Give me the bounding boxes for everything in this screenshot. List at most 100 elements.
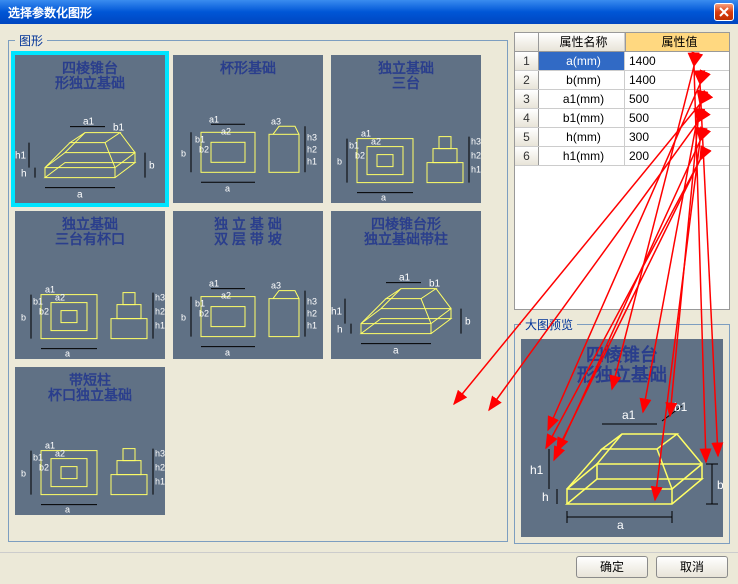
svg-text:形独立基础: 形独立基础 <box>577 364 667 385</box>
table-row[interactable]: 2 b(mm) 1400 <box>515 71 729 90</box>
close-icon <box>719 7 729 17</box>
shape-thumb[interactable]: 四棱锥台形 独立基础带柱 ab hh1 a1b1 <box>331 211 481 359</box>
row-index: 3 <box>515 90 539 108</box>
svg-text:a1: a1 <box>83 116 95 127</box>
shape-thumb[interactable]: 独 立 基 础 双 层 带 坡 ab a1a2 b1b2 a3 h3h2h1 <box>173 211 323 359</box>
svg-text:a2: a2 <box>371 136 381 146</box>
svg-text:a2: a2 <box>55 292 65 302</box>
shape-thumb[interactable]: 杯形基础 ab a1a2 b1b2 a3 h3h2h1 <box>173 55 323 203</box>
svg-text:a1: a1 <box>45 284 55 294</box>
svg-text:h1: h1 <box>331 306 343 317</box>
svg-text:h1: h1 <box>155 476 165 486</box>
footer: 确定 取消 <box>0 552 738 580</box>
svg-text:h: h <box>21 168 27 179</box>
shape-thumb[interactable]: 四棱锥台 形独立基础 ab hh1 a1b1 <box>15 55 165 203</box>
thumb-title: 杯形基础 <box>220 61 276 76</box>
svg-text:h3: h3 <box>155 448 165 458</box>
svg-text:a: a <box>381 192 386 202</box>
svg-text:a1: a1 <box>209 115 219 125</box>
svg-text:h2: h2 <box>155 462 165 472</box>
svg-text:b1: b1 <box>429 278 441 289</box>
prop-value[interactable]: 500 <box>625 90 729 108</box>
svg-text:b1: b1 <box>33 296 43 306</box>
close-button[interactable] <box>714 3 734 21</box>
thumb-title: 四棱锥台形 独立基础带柱 <box>364 217 448 248</box>
cancel-button[interactable]: 取消 <box>656 556 728 578</box>
svg-text:b2: b2 <box>355 150 365 160</box>
table-row[interactable]: 5 h(mm) 300 <box>515 128 729 147</box>
svg-text:a2: a2 <box>221 127 231 137</box>
svg-text:b: b <box>181 312 186 322</box>
preview-box: 四棱锥台 形独立基础 <box>521 339 723 537</box>
prop-value[interactable]: 1400 <box>625 71 729 89</box>
window-title: 选择参数化图形 <box>4 4 714 21</box>
svg-text:a1: a1 <box>399 272 411 283</box>
svg-text:b1: b1 <box>113 122 125 133</box>
svg-text:a1: a1 <box>45 440 55 450</box>
table-row[interactable]: 1 a(mm) 1400 <box>515 52 729 71</box>
svg-text:h1: h1 <box>471 164 481 174</box>
preview-svg: 四棱锥台 形独立基础 <box>521 339 723 537</box>
svg-text:a1: a1 <box>209 278 219 288</box>
prop-name: a(mm) <box>539 52 625 70</box>
shapes-legend: 图形 <box>15 32 47 49</box>
prop-value[interactable]: 500 <box>625 109 729 127</box>
table-header: 属性名称 属性值 <box>515 33 729 52</box>
thumb-title: 独 立 基 础 双 层 带 坡 <box>214 217 282 248</box>
preview-fieldset: 大图预览 四棱锥台 形独立基础 <box>514 316 730 544</box>
prop-name: a1(mm) <box>539 90 625 108</box>
row-index: 1 <box>515 52 539 70</box>
svg-text:a2: a2 <box>55 448 65 458</box>
title-bar: 选择参数化图形 <box>0 0 738 24</box>
svg-text:h1: h1 <box>155 320 165 330</box>
svg-text:a: a <box>225 184 230 194</box>
svg-text:b2: b2 <box>199 308 209 318</box>
prop-value[interactable]: 200 <box>625 147 729 165</box>
svg-text:b: b <box>181 149 186 159</box>
svg-text:a1: a1 <box>622 408 636 422</box>
svg-text:a2: a2 <box>221 290 231 300</box>
svg-text:b1: b1 <box>195 298 205 308</box>
prop-name: b(mm) <box>539 71 625 89</box>
prop-value[interactable]: 1400 <box>625 52 729 70</box>
svg-text:h2: h2 <box>307 145 317 155</box>
svg-text:h1: h1 <box>307 320 317 330</box>
svg-text:a: a <box>77 189 83 200</box>
svg-text:h2: h2 <box>307 308 317 318</box>
col-header-value: 属性值 <box>625 33 729 51</box>
svg-text:b2: b2 <box>39 462 49 472</box>
shape-thumb[interactable]: 独立基础 三台有杯口 ab a1a2 b1b2 h3h2h1 <box>15 211 165 359</box>
prop-value[interactable]: 300 <box>625 128 729 146</box>
svg-text:a: a <box>65 348 70 358</box>
prop-name: b1(mm) <box>539 109 625 127</box>
svg-text:h1: h1 <box>15 150 27 161</box>
svg-text:h3: h3 <box>307 296 317 306</box>
svg-text:b: b <box>337 156 342 166</box>
ok-button[interactable]: 确定 <box>576 556 648 578</box>
shape-thumb[interactable]: 独立基础 三台 ab a1a2 b1b2 h3h2h1 <box>331 55 481 203</box>
table-row[interactable]: 6 h1(mm) 200 <box>515 147 729 166</box>
svg-text:b2: b2 <box>39 306 49 316</box>
svg-text:h3: h3 <box>307 133 317 143</box>
row-index: 5 <box>515 128 539 146</box>
svg-text:h2: h2 <box>471 150 481 160</box>
svg-text:a: a <box>65 504 70 514</box>
svg-text:a: a <box>393 345 399 356</box>
svg-text:a3: a3 <box>271 117 281 127</box>
property-table: 属性名称 属性值 1 a(mm) 1400 2 b(mm) 1400 3 a1(… <box>514 32 730 310</box>
table-row[interactable]: 4 b1(mm) 500 <box>515 109 729 128</box>
shapes-fieldset: 图形 四棱锥台 形独立基础 ab hh1 a1b1 杯形基础 <box>8 32 508 542</box>
svg-text:h2: h2 <box>155 306 165 316</box>
svg-text:b: b <box>465 316 471 327</box>
prop-name: h1(mm) <box>539 147 625 165</box>
svg-text:h3: h3 <box>471 136 481 146</box>
svg-text:a1: a1 <box>361 128 371 138</box>
svg-text:b: b <box>21 468 26 478</box>
svg-text:a: a <box>617 518 624 532</box>
svg-text:h1: h1 <box>530 463 544 477</box>
prop-name: h(mm) <box>539 128 625 146</box>
table-row[interactable]: 3 a1(mm) 500 <box>515 90 729 109</box>
shape-thumb[interactable]: 带短柱 杯口独立基础 ab a1a2 b1b2 h3h2h1 <box>15 367 165 515</box>
row-header-blank <box>515 33 539 51</box>
thumb-title: 独立基础 三台有杯口 <box>55 217 125 248</box>
